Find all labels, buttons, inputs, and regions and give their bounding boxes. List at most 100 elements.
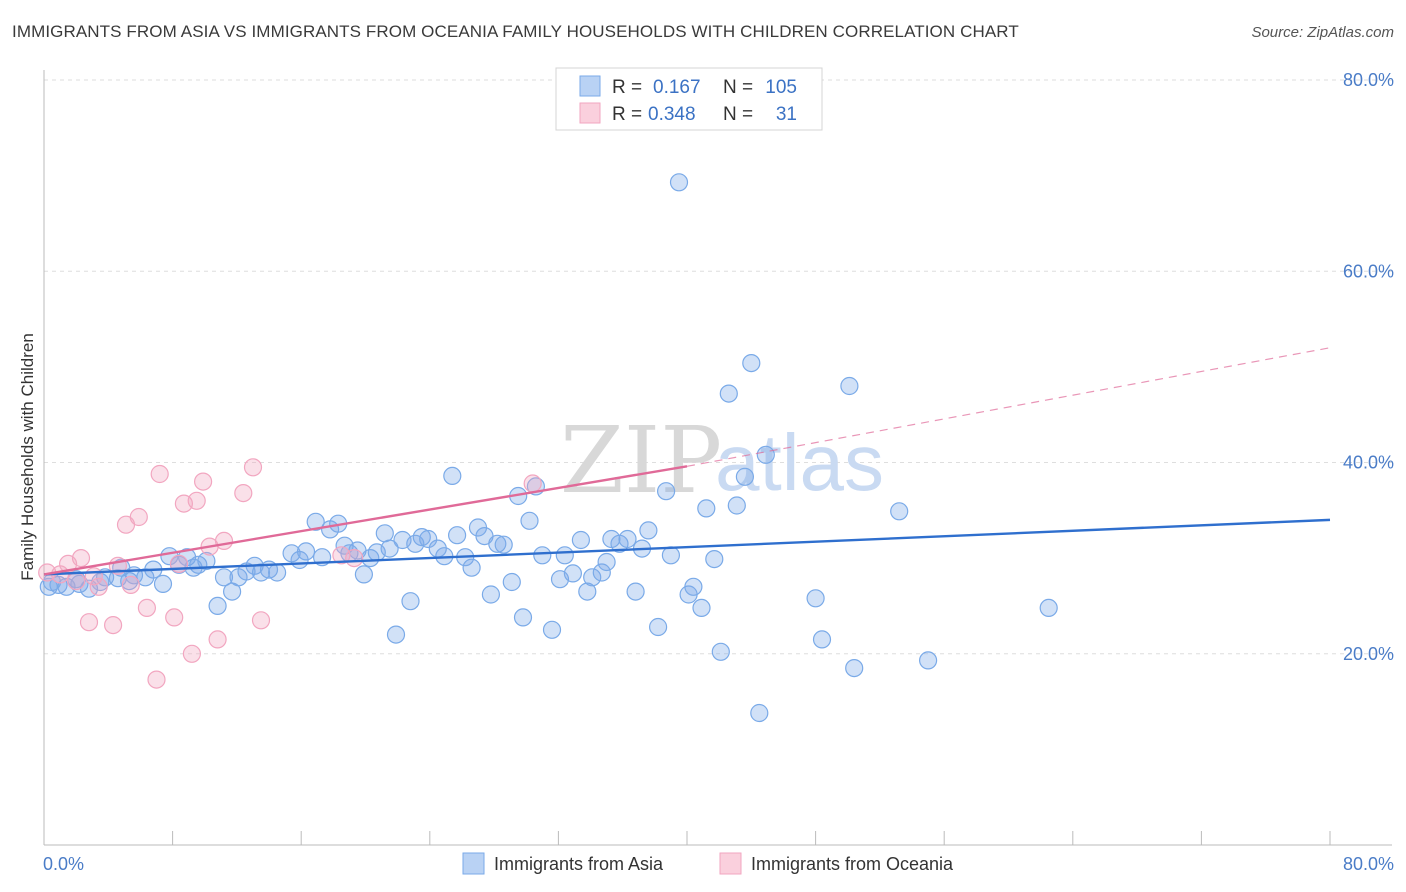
point-asia: [597, 552, 616, 572]
legend-n-value-oceania: 31: [776, 104, 797, 125]
point-asia: [70, 574, 89, 594]
stats-legend: R = 0.167 N = 105 R = 0.348 N = 31: [555, 67, 823, 131]
watermark: ZIP atlas: [560, 407, 884, 514]
point-oceania: [187, 491, 206, 510]
point-asia: [626, 582, 645, 601]
legend-swatch-oceania: [579, 102, 601, 124]
series-legend-label-asia: Immigrants from Asia: [494, 854, 664, 874]
legend-n-label-oceania: N =: [723, 104, 753, 125]
point-asia: [443, 466, 462, 485]
point-oceania: [79, 613, 99, 632]
point-asia: [583, 568, 602, 587]
trend-lines: [43, 347, 1331, 576]
x-tick-label-min: 0.0%: [43, 854, 84, 874]
point-oceania: [194, 472, 213, 491]
legend-r-label-asia: R =: [612, 77, 642, 98]
point-asia: [375, 524, 394, 543]
chart-title: IMMIGRANTS FROM ASIA VS IMMIGRANTS FROM …: [12, 22, 1019, 41]
watermark-zip: ZIP: [560, 407, 722, 514]
point-oceania: [523, 474, 542, 493]
point-oceania: [243, 458, 263, 477]
x-tick-label-max: 80.0%: [1343, 854, 1394, 874]
point-oceania: [150, 464, 169, 484]
point-asia: [520, 511, 539, 530]
legend-r-label-oceania: R =: [612, 104, 642, 125]
point-asia: [412, 527, 431, 547]
point-oceania: [67, 571, 86, 591]
point-asia: [735, 467, 755, 486]
point-oceania: [147, 670, 166, 689]
point-oceania: [89, 577, 108, 596]
series-asia-points: [39, 173, 1058, 723]
point-asia: [812, 630, 832, 649]
y-axis-label: Family Households with Children: [18, 333, 37, 581]
point-asia: [711, 642, 730, 661]
y-tick-label-20: 20.0%: [1343, 644, 1394, 664]
y-tick-label-80: 80.0%: [1343, 70, 1394, 90]
point-asia: [268, 563, 287, 582]
series-legend-swatch-asia: [462, 852, 485, 875]
point-asia: [648, 617, 668, 637]
point-asia: [756, 445, 775, 464]
point-oceania: [251, 611, 271, 630]
point-asia: [153, 574, 173, 594]
point-oceania: [71, 548, 91, 568]
point-asia: [845, 658, 864, 678]
point-asia: [419, 529, 438, 549]
trend-line-extension-oceania: [686, 347, 1331, 467]
point-asia: [656, 482, 676, 501]
point-asia: [697, 499, 716, 518]
point-asia: [719, 384, 738, 403]
point-asia: [918, 651, 938, 670]
point-asia: [806, 589, 825, 608]
point-asia: [494, 535, 513, 554]
point-asia: [513, 608, 533, 627]
point-oceania: [103, 615, 123, 635]
legend-r-value-oceania: 0.348: [648, 104, 696, 125]
point-oceania: [137, 598, 156, 618]
point-asia: [542, 620, 562, 639]
point-asia: [692, 598, 711, 618]
point-asia: [462, 558, 481, 577]
series-legend: Immigrants from Asia Immigrants from Oce…: [462, 852, 954, 875]
point-asia: [555, 546, 574, 565]
point-asia: [1039, 598, 1058, 618]
series-legend-swatch-oceania: [719, 852, 742, 875]
point-asia: [750, 703, 769, 723]
series-legend-label-oceania: Immigrants from Oceania: [751, 854, 954, 874]
legend-swatch-asia: [579, 75, 601, 97]
point-asia: [448, 526, 467, 545]
point-asia: [208, 596, 227, 616]
point-asia: [890, 502, 909, 521]
point-asia: [840, 376, 859, 396]
point-asia: [401, 592, 420, 611]
point-asia: [488, 534, 507, 553]
point-asia: [592, 563, 611, 582]
point-asia: [481, 585, 500, 604]
point-asia: [197, 551, 216, 571]
point-oceania: [129, 507, 148, 527]
point-oceania: [121, 575, 140, 595]
point-oceania: [165, 608, 184, 627]
series-oceania-points: [38, 458, 542, 689]
point-asia: [502, 572, 521, 592]
point-asia: [578, 582, 597, 601]
point-asia: [742, 354, 761, 373]
point-asia: [661, 546, 681, 565]
point-asia: [669, 173, 689, 192]
point-oceania: [345, 548, 364, 568]
point-oceania: [182, 644, 201, 663]
point-asia: [618, 529, 637, 549]
point-asia: [684, 577, 703, 596]
y-tick-labels: 20.0% 40.0% 60.0% 80.0%: [1343, 70, 1394, 664]
y-tick-label-60: 60.0%: [1343, 261, 1394, 281]
point-asia: [354, 565, 373, 584]
point-asia: [380, 539, 399, 558]
point-asia: [727, 496, 746, 515]
point-asia: [296, 542, 316, 561]
legend-n-value-asia: 105: [765, 77, 797, 98]
watermark-atlas: atlas: [715, 418, 884, 507]
point-asia: [571, 530, 591, 550]
point-oceania: [208, 630, 227, 649]
